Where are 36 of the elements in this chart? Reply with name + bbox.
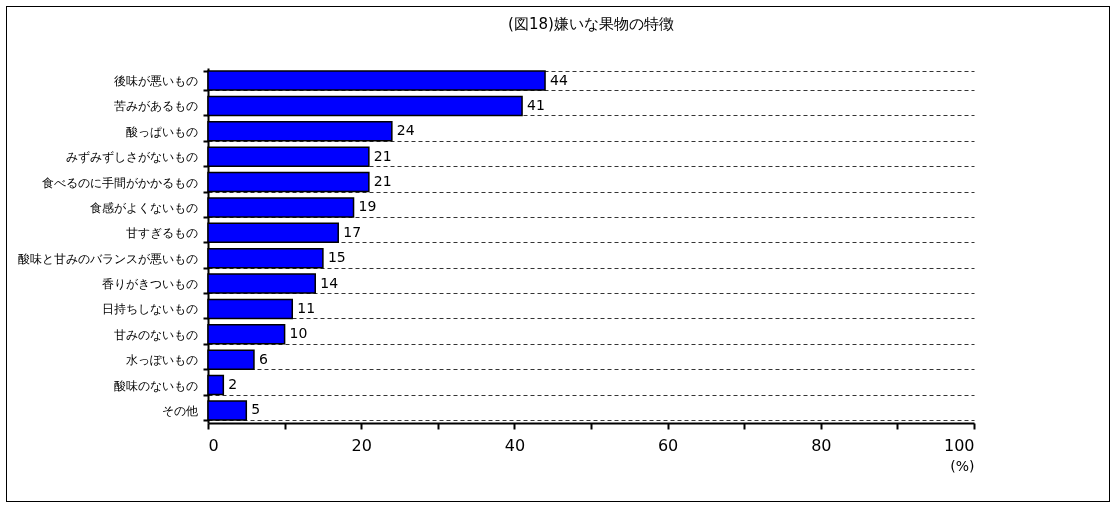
- y-tick-label: 後味が悪いもの: [113, 74, 198, 89]
- x-tick-label: 40: [504, 435, 526, 455]
- y-tick-label: 酸味のないもの: [113, 378, 198, 393]
- x-tick-label: 80: [811, 435, 832, 455]
- data-label: 14: [320, 274, 339, 291]
- data-label: 24: [396, 122, 415, 139]
- y-tick-label: 水っぽいもの: [125, 353, 198, 368]
- y-tick-label: 食感がよくないもの: [89, 200, 198, 215]
- x-axis-title: (%): [950, 457, 975, 474]
- y-tick-label: 食べるのに手間がかかるもの: [41, 175, 198, 190]
- data-label: 11: [297, 299, 316, 316]
- x-tick-label: 0: [208, 435, 219, 455]
- y-tick-label: 酸っぱいもの: [125, 124, 198, 139]
- y-tick-label: 甘すぎるもの: [125, 226, 198, 241]
- y-tick-label: 酸味と甘みのバランスが悪いもの: [17, 251, 198, 266]
- y-tick-label: 苦みがあるもの: [113, 99, 198, 114]
- y-tick-label: 香りがきついもの: [101, 277, 198, 292]
- x-tick-label: 60: [657, 435, 679, 455]
- y-tick-label: 日持ちしないもの: [101, 302, 198, 317]
- data-label: 5: [251, 401, 261, 418]
- data-label: 19: [358, 198, 377, 215]
- x-tick-label: 20: [351, 435, 372, 455]
- chart-title: (図18)嫌いな果物の特徴: [508, 15, 674, 33]
- data-label: 6: [258, 350, 268, 367]
- y-tick-label: その他: [161, 403, 198, 418]
- data-label: 21: [373, 173, 392, 190]
- data-label: 21: [373, 147, 392, 164]
- data-label: 2: [228, 376, 238, 393]
- data-label: 15: [327, 249, 346, 266]
- x-tick-label: 100: [943, 435, 975, 455]
- data-label: 17: [343, 223, 362, 240]
- data-label: 44: [550, 71, 568, 88]
- y-tick-label: 甘みのないもの: [113, 327, 198, 342]
- data-label: 41: [527, 96, 545, 113]
- data-label: 10: [289, 325, 308, 342]
- y-tick-label: みずみずしさがないもの: [65, 150, 198, 165]
